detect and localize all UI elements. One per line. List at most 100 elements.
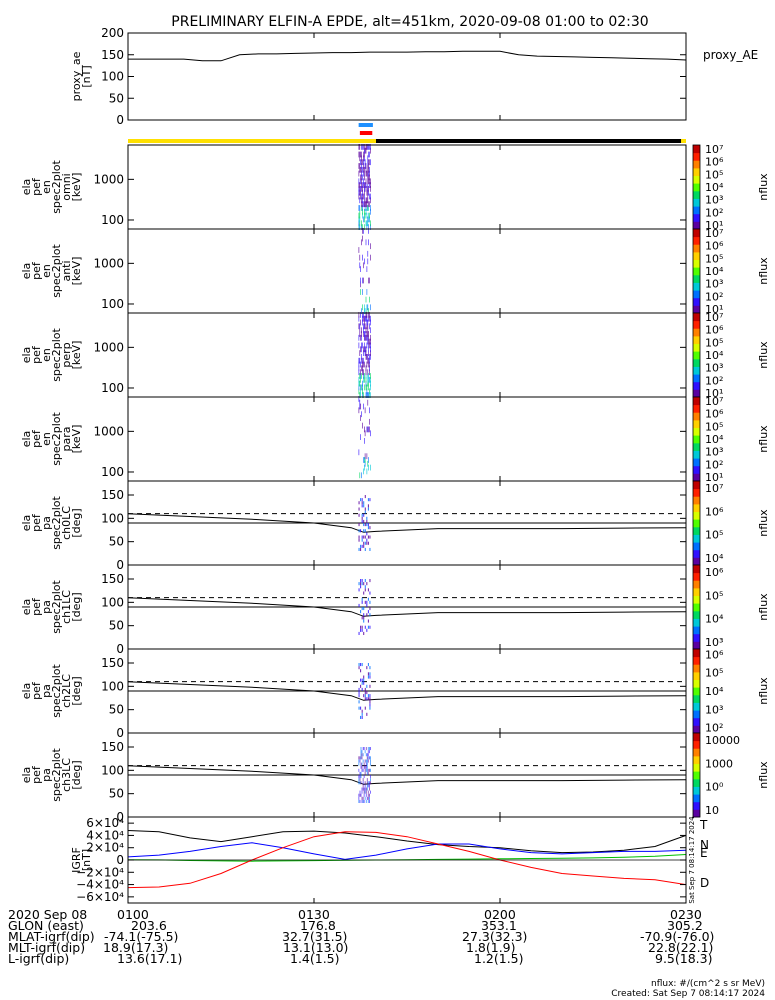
y-axis-label: ela <box>20 179 33 196</box>
colorbar-tick-label: 10² <box>705 374 723 387</box>
colorbar-segment <box>693 610 700 619</box>
spectrogram-pixel <box>363 155 364 162</box>
colorbar-segment <box>693 549 700 558</box>
pa-spectrogram-pixel <box>364 768 366 772</box>
spectrogram-pixel <box>364 361 365 368</box>
pa-spectrogram-pixel <box>364 529 366 533</box>
pa-spectrogram-pixel <box>360 669 362 673</box>
spectrogram-pixel <box>362 277 363 284</box>
colorbar-segment <box>693 572 700 581</box>
spectrogram-pixel <box>365 346 367 353</box>
spectrogram-pixel <box>360 174 361 181</box>
pa-spectrogram-pixel <box>366 519 368 523</box>
spectrogram-pixel <box>368 457 369 463</box>
spectrogram-pixel <box>363 178 364 185</box>
pa-spectrogram-pixel <box>369 703 371 707</box>
pa-spectrogram-pixel <box>363 523 365 527</box>
spectrogram-pixel <box>367 399 369 406</box>
colorbar-tick-label: 10 <box>705 804 719 817</box>
pa-spectrogram-pixel <box>361 513 363 517</box>
pa-spectrogram-pixel <box>360 771 362 775</box>
pa-spectrogram-pixel <box>358 501 360 505</box>
spectrogram-pixel <box>370 208 371 215</box>
y-tick-label: 50 <box>109 91 124 105</box>
pa-spectrogram-pixel <box>363 535 365 539</box>
pa-spectrogram-pixel <box>361 519 363 523</box>
spectrogram-pixel <box>360 334 361 341</box>
y-axis-label: spec2plot <box>50 244 63 298</box>
spectrogram-pixel <box>370 338 371 345</box>
colorbar-tick-label: 10⁷ <box>705 482 723 495</box>
y-tick-label: 100 <box>101 297 124 311</box>
spectrogram-pixel <box>359 166 361 173</box>
spectrogram-pixel <box>358 342 360 349</box>
colorbar-tick-label: 10⁴ <box>705 265 724 278</box>
spectrogram-pixel <box>367 392 369 398</box>
spectrogram-pixel <box>368 338 369 345</box>
pa-spectrogram-pixel <box>364 585 366 589</box>
spectrogram-pixel <box>361 166 362 173</box>
pa-spectrogram-pixel <box>363 681 365 685</box>
spectrogram-pixel <box>362 304 363 311</box>
y-axis-label: perp <box>60 342 73 367</box>
spectrogram-pixel <box>359 350 361 356</box>
spectrogram-pixel <box>363 468 364 475</box>
pa-spectrogram-pixel <box>369 747 370 751</box>
panel-frame <box>127 396 687 482</box>
colorbar-tick-label: 10⁵ <box>705 667 723 680</box>
pa-spectrogram-pixel <box>366 613 368 617</box>
spectrogram-pixel <box>366 334 368 341</box>
spectrogram-pixel <box>362 319 363 326</box>
spectrogram-pixel <box>359 254 361 261</box>
pa-spectrogram-pixel <box>362 759 364 763</box>
spectrogram-pixel <box>359 224 361 230</box>
spectrogram-pixel <box>366 189 368 196</box>
pa-spectrogram-pixel <box>366 691 368 695</box>
igrf-legend-E: E <box>700 846 708 860</box>
colorbar-segment <box>693 419 700 428</box>
spectrogram-pixel <box>369 315 370 322</box>
pa-spectrogram-pixel <box>364 535 366 539</box>
spectrogram-pixel <box>370 147 371 154</box>
colorbar-segment <box>693 465 700 474</box>
spectrogram-pixel <box>364 224 365 230</box>
spectrogram-pixel <box>361 331 362 337</box>
spectrogram-pixel <box>359 189 361 196</box>
spectrogram-pixel <box>370 254 371 261</box>
pa-spectrogram-pixel <box>361 715 363 719</box>
pa-spectrogram-pixel <box>359 799 361 803</box>
spectrogram-pixel <box>359 399 361 406</box>
science-bar-blue <box>358 123 373 127</box>
status-bar-black <box>376 139 682 143</box>
pa-spectrogram-pixel <box>369 613 371 617</box>
pa-spectrogram-pixel <box>367 753 369 757</box>
spectrogram-pixel <box>367 163 369 169</box>
spectrogram-pixel <box>361 170 362 177</box>
pa-spectrogram-pixel <box>361 498 363 502</box>
spectrogram-pixel <box>363 350 364 356</box>
table-cell: 176.8 <box>300 918 336 933</box>
spectrogram-pixel <box>370 159 371 166</box>
colorbar-segment <box>693 565 700 574</box>
table-row: 2020 Sep 08 0100 0130 0200 0230 <box>0 908 775 921</box>
colorbar-segment <box>693 503 700 512</box>
colorbar-tick-label: 10⁶ <box>705 566 724 579</box>
pa-spectrogram-pixel <box>363 582 365 586</box>
pa-spectrogram-pixel <box>369 535 371 539</box>
spectrogram-pixel <box>358 384 360 391</box>
colorbar-tick-label: 10⁵ <box>705 529 723 542</box>
pa-spectrogram-pixel <box>359 778 361 782</box>
y-axis-label: [keV] <box>70 173 83 202</box>
pa-spectrogram-pixel <box>369 784 370 788</box>
pa-spectrogram-pixel <box>364 510 366 514</box>
colorbar-segment <box>693 496 700 505</box>
spectrogram-pixel <box>367 331 369 337</box>
pa-spectrogram-pixel <box>369 750 370 754</box>
spectrogram-pixel <box>359 380 361 387</box>
spectrogram-pixel <box>364 464 365 471</box>
spectrogram-pixel <box>358 365 360 372</box>
igrf-legend-N: N <box>700 838 709 852</box>
pa-spectrogram-pixel <box>359 790 361 794</box>
panel-frame <box>127 32 687 121</box>
pa-spectrogram-pixel <box>367 504 369 508</box>
